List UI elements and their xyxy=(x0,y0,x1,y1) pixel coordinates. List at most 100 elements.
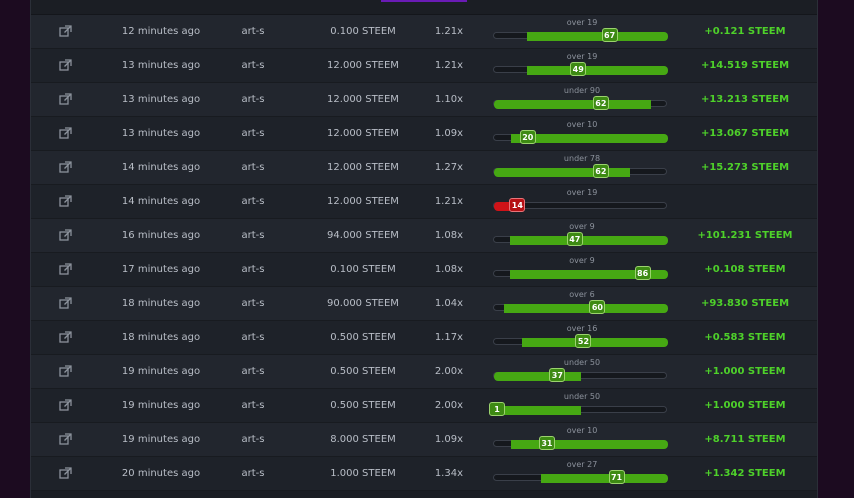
roll-win-range xyxy=(521,338,668,347)
roll-result-badge: 31 xyxy=(538,436,555,450)
bet-profit: +101.231 STEEM xyxy=(697,230,793,241)
bet-user[interactable]: art-s xyxy=(241,366,265,377)
bet-time: 20 minutes ago xyxy=(121,468,201,479)
bet-time: 19 minutes ago xyxy=(121,400,201,411)
bet-multiplier: 1.10x xyxy=(434,94,463,105)
bet-user[interactable]: art-s xyxy=(241,60,265,71)
roll-result-badge: 14 xyxy=(509,198,526,212)
bet-amount: 0.500 STEEM xyxy=(330,400,396,411)
table-row: 13 minutes ago art-s 12.000 STEEM 1.09x … xyxy=(31,117,817,151)
bet-profit: +8.711 STEEM xyxy=(704,434,786,445)
roll-result-badge: 52 xyxy=(575,334,592,348)
roll-win-range xyxy=(494,202,519,211)
roll-indicator: under 90 62 xyxy=(493,83,671,117)
external-link-icon[interactable] xyxy=(59,219,73,253)
roll-result-badge: 47 xyxy=(566,232,583,246)
external-link-icon[interactable] xyxy=(59,151,73,185)
table-footer-strip xyxy=(31,491,817,498)
table-header-strip xyxy=(31,0,817,15)
bet-time: 18 minutes ago xyxy=(121,332,201,343)
left-gutter xyxy=(0,0,30,498)
bet-user[interactable]: art-s xyxy=(241,264,265,275)
bet-amount: 0.500 STEEM xyxy=(330,332,396,343)
roll-win-range xyxy=(511,440,668,449)
external-link-icon[interactable] xyxy=(59,423,73,457)
roll-condition: over 10 xyxy=(566,120,598,129)
external-link-icon[interactable] xyxy=(59,117,73,151)
external-link-icon[interactable] xyxy=(59,83,73,117)
bet-user[interactable]: art-s xyxy=(241,468,265,479)
roll-track xyxy=(493,202,667,211)
roll-win-range xyxy=(527,32,668,41)
roll-win-range xyxy=(511,134,668,143)
roll-result-badge: 67 xyxy=(601,28,618,42)
bet-user[interactable]: art-s xyxy=(241,26,265,37)
roll-condition: over 19 xyxy=(566,18,598,27)
roll-indicator: over 19 67 xyxy=(493,15,671,49)
roll-condition: over 9 xyxy=(569,222,595,231)
roll-track xyxy=(493,304,668,313)
bet-user[interactable]: art-s xyxy=(241,400,265,411)
right-gutter xyxy=(818,0,854,498)
external-link-icon[interactable] xyxy=(59,355,73,389)
roll-win-range xyxy=(494,406,581,415)
table-row: 13 minutes ago art-s 12.000 STEEM 1.10x … xyxy=(31,83,817,117)
bet-profit: +13.213 STEEM xyxy=(700,94,790,105)
bet-user[interactable]: art-s xyxy=(241,128,265,139)
external-link-icon[interactable] xyxy=(59,457,73,491)
bet-multiplier: 1.17x xyxy=(434,332,463,343)
bet-time: 13 minutes ago xyxy=(121,128,201,139)
table-row: 20 minutes ago art-s 1.000 STEEM 1.34x o… xyxy=(31,457,817,491)
bet-multiplier: 1.27x xyxy=(434,162,463,173)
bet-multiplier: 1.34x xyxy=(434,468,463,479)
roll-result-badge: 62 xyxy=(592,164,609,178)
bet-user[interactable]: art-s xyxy=(241,94,265,105)
bet-amount: 12.000 STEEM xyxy=(327,60,399,71)
external-link-icon[interactable] xyxy=(59,287,73,321)
roll-win-range xyxy=(494,168,630,177)
roll-indicator: over 6 60 xyxy=(493,287,671,321)
bet-amount: 12.000 STEEM xyxy=(327,94,399,105)
bet-user[interactable]: art-s xyxy=(241,298,265,309)
bet-time: 19 minutes ago xyxy=(121,366,201,377)
roll-win-range xyxy=(509,270,668,279)
roll-win-range xyxy=(494,372,581,381)
bet-multiplier: 1.04x xyxy=(434,298,463,309)
roll-indicator: over 27 71 xyxy=(493,457,671,491)
bet-multiplier: 1.21x xyxy=(434,196,463,207)
bet-profit: +14.519 STEEM xyxy=(700,60,790,71)
roll-condition: over 16 xyxy=(566,324,598,333)
roll-result-badge: 1 xyxy=(489,402,505,416)
bet-time: 13 minutes ago xyxy=(121,94,201,105)
roll-result-badge: 62 xyxy=(592,96,609,110)
table-row: 12 minutes ago art-s 0.100 STEEM 1.21x o… xyxy=(31,15,817,49)
external-link-icon[interactable] xyxy=(59,15,73,49)
bet-time: 19 minutes ago xyxy=(121,434,201,445)
bet-user[interactable]: art-s xyxy=(241,196,265,207)
table-row: 17 minutes ago art-s 0.100 STEEM 1.08x o… xyxy=(31,253,817,287)
bet-user[interactable]: art-s xyxy=(241,332,265,343)
roll-win-range xyxy=(504,304,668,313)
external-link-icon[interactable] xyxy=(59,321,73,355)
roll-condition: under 78 xyxy=(563,154,601,163)
roll-indicator: over 10 31 xyxy=(493,423,671,457)
bet-user[interactable]: art-s xyxy=(241,230,265,241)
roll-track xyxy=(493,32,668,41)
external-link-icon[interactable] xyxy=(59,253,73,287)
external-link-icon[interactable] xyxy=(59,389,73,423)
bet-profit: +15.273 STEEM xyxy=(700,162,790,173)
table-row: 14 minutes ago art-s 12.000 STEEM 1.27x … xyxy=(31,151,817,185)
roll-condition: over 19 xyxy=(566,188,598,197)
roll-result-badge: 60 xyxy=(589,300,606,314)
external-link-icon[interactable] xyxy=(59,49,73,83)
external-link-icon[interactable] xyxy=(59,185,73,219)
bet-user[interactable]: art-s xyxy=(241,434,265,445)
bet-time: 12 minutes ago xyxy=(121,26,201,37)
roll-condition: over 19 xyxy=(566,52,598,61)
bet-amount: 0.500 STEEM xyxy=(330,366,396,377)
bet-multiplier: 2.00x xyxy=(434,400,463,411)
bet-profit: +1.000 STEEM xyxy=(704,400,786,411)
bet-user[interactable]: art-s xyxy=(241,162,265,173)
bet-time: 14 minutes ago xyxy=(121,196,201,207)
roll-result-badge: 37 xyxy=(549,368,566,382)
